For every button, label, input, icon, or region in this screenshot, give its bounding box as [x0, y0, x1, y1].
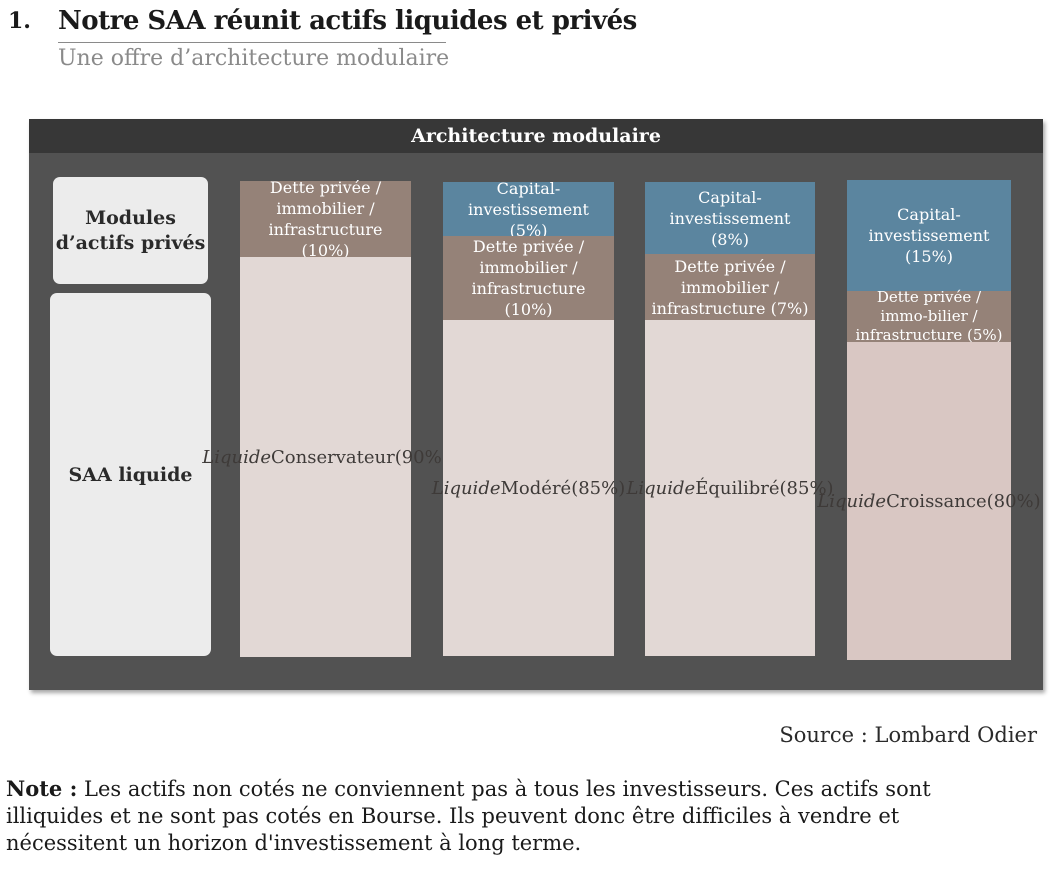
liquid-segment: Liquide Croissance (80%) [817, 342, 1041, 660]
liquid-label: Liquide [431, 477, 501, 499]
liquid-label: Liquide [202, 446, 272, 468]
disclaimer-note: Note : Les actifs non cotés ne convienne… [6, 775, 996, 857]
liquid-percentage: (80%) [986, 490, 1041, 512]
profile-name: Équilibré [695, 477, 780, 499]
profile-name: Conservateur [271, 446, 395, 468]
private-debt-segment: Dette privée / immobilier / infrastructu… [443, 236, 614, 320]
panel-title: Architecture modulaire [29, 119, 1043, 153]
profile-name: Croissance [886, 490, 987, 512]
private-equity-segment: Capital-investissement (5%) [443, 179, 614, 240]
portfolio-column-croissance: Capital-investissement (15%) Dette privée… [817, 180, 1041, 660]
private-debt-segment: Dette privée / immobilier / infrastructu… [240, 178, 411, 260]
note-text: Les actifs non cotés ne conviennent pas … [6, 777, 931, 855]
profile-name: Modéré [500, 477, 572, 499]
source-note: Source : Lombard Odier [779, 723, 1037, 747]
private-equity-segment: Capital-investissement (8%) [645, 182, 815, 254]
private-modules-label: Modules d’actifs privés [53, 177, 208, 284]
liquid-label: Liquide [626, 477, 696, 499]
portfolio-column-equilibre: Capital-investissement (8%) Dette privée … [626, 182, 834, 656]
private-debt-segment: Dette privée / immo-bilier / infrastruct… [847, 288, 1011, 344]
page-title: Notre SAA réunit actifs liquides et priv… [58, 6, 637, 36]
title-underline [58, 42, 446, 43]
page-subtitle: Une offre d’architecture modulaire [58, 46, 450, 71]
liquid-segment: Liquide Modéré (85%) [432, 320, 625, 656]
liquid-label: Liquide [817, 490, 887, 512]
liquid-percentage: (85%) [571, 477, 626, 499]
liquid-segment: Liquide Conservateur (90%) [202, 257, 449, 657]
liquid-segment: Liquide Équilibré (85%) [626, 320, 834, 656]
private-equity-segment: Capital-investissement (15%) [847, 180, 1011, 291]
architecture-panel: Architecture modulaire Modules d’actifs … [29, 119, 1043, 690]
section-number: 1. [8, 8, 31, 34]
liquid-percentage: (90%) [394, 446, 449, 468]
portfolio-column-modere: Capital-investissement (5%) Dette privée … [432, 179, 625, 656]
liquid-saa-label: SAA liquide [50, 293, 211, 656]
note-label: Note : [6, 776, 78, 801]
portfolio-column-conservateur: Dette privée / immobilier / infrastructu… [202, 178, 449, 657]
liquid-percentage: (85%) [779, 477, 834, 499]
private-debt-segment: Dette privée / immobilier / infrastructu… [645, 254, 815, 320]
